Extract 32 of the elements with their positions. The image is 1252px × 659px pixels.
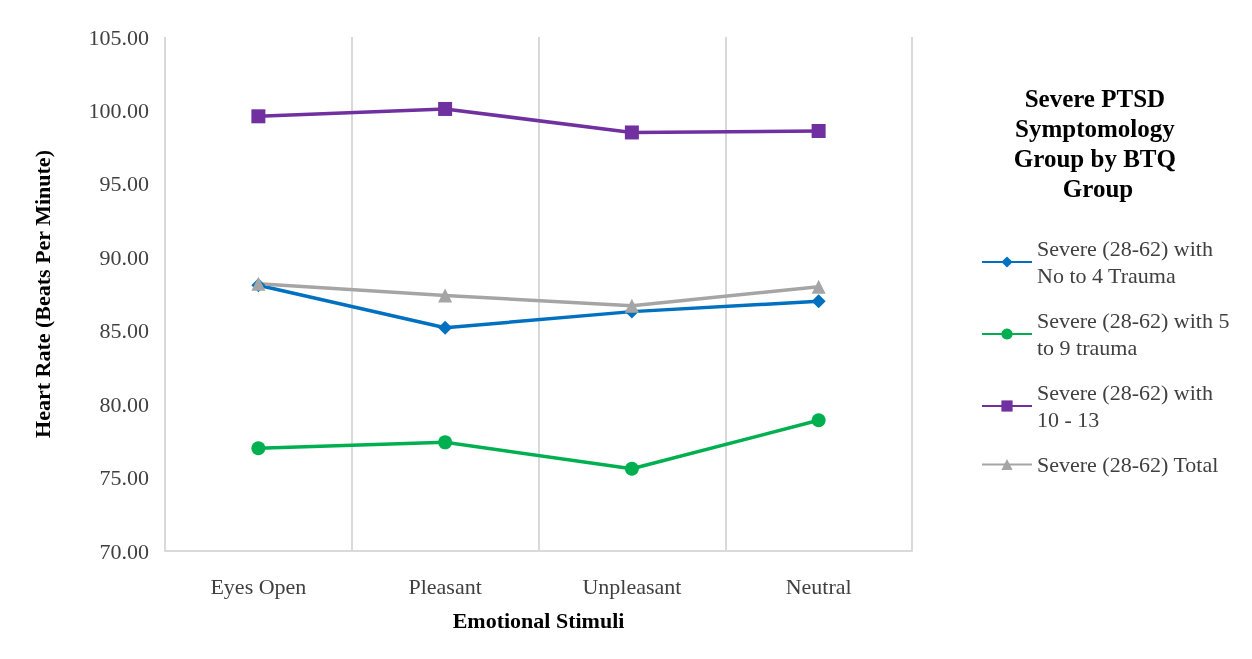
y-tick-label: 105.00 <box>88 24 149 50</box>
point <box>438 288 453 303</box>
y-axis-title: Heart Rate (Beats Per Minute) <box>29 150 55 438</box>
x-axis-title: Emotional Stimuli <box>452 607 625 633</box>
point <box>438 320 453 335</box>
y-tick-label: 70.00 <box>99 538 149 564</box>
legend-label: Severe (28-62) with 10 - 13 <box>1037 380 1219 432</box>
legend-label: Severe (28-62) with No to 4 Trauma <box>1037 236 1219 288</box>
point <box>811 294 826 309</box>
point <box>438 101 453 116</box>
point <box>624 125 639 140</box>
y-tick-label: 80.00 <box>99 391 149 417</box>
y-tick-label: 85.00 <box>99 318 149 344</box>
legend-label: Severe (28-62) with 5 to 9 trauma <box>1037 308 1235 360</box>
legend-label: Severe (28-62) Total <box>1037 452 1219 477</box>
x-tick-label: Pleasant <box>408 573 482 599</box>
point <box>438 435 453 450</box>
point <box>811 123 826 138</box>
y-tick-label: 100.00 <box>88 97 149 123</box>
y-tick-label: 90.00 <box>99 244 149 270</box>
point <box>811 413 826 428</box>
x-tick-label: Neutral <box>785 573 852 599</box>
legend-title: Severe PTSD Symptomology Group by BTQ Group <box>1013 84 1183 202</box>
y-tick-label: 95.00 <box>99 171 149 197</box>
point <box>251 441 266 456</box>
x-tick-label: Eyes Open <box>210 573 307 599</box>
point <box>624 461 639 476</box>
point <box>251 109 266 124</box>
point <box>624 298 639 313</box>
point <box>811 279 826 294</box>
x-tick-label: Unpleasant <box>582 573 682 599</box>
y-tick-label: 75.00 <box>99 465 149 491</box>
